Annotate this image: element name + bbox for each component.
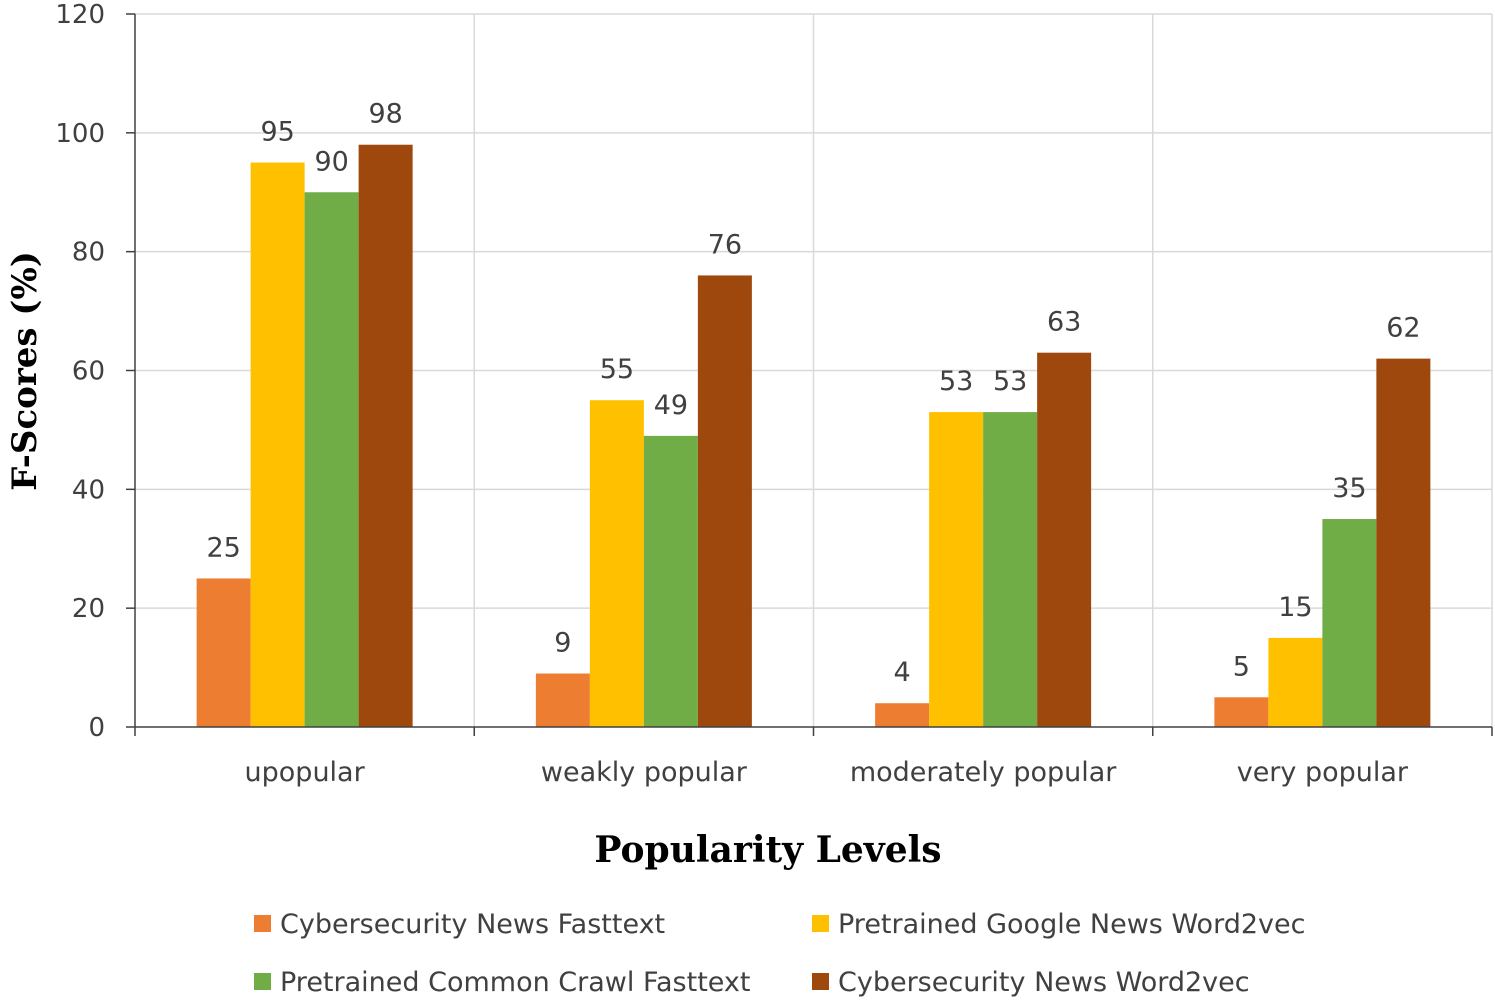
y-tick-label: 80 (72, 238, 105, 268)
data-label: 25 (206, 532, 240, 563)
legend-item: Cybersecurity News Fasttext (254, 909, 665, 940)
data-label: 63 (1047, 307, 1081, 338)
bar (358, 144, 413, 727)
legend-item: Pretrained Common Crawl Fasttext (254, 967, 751, 998)
axes (126, 13, 1493, 736)
bars (196, 144, 1431, 727)
bar (1322, 519, 1377, 727)
x-category-label: upopular (245, 757, 366, 788)
legend-label: Pretrained Common Crawl Fasttext (280, 967, 751, 998)
data-label: 62 (1386, 313, 1420, 344)
data-labels: 25 95 90 98 9 55 49 76 4 53 53 63 5 15 35 62 (206, 99, 1420, 689)
x-axis-title: Popularity Levels (594, 829, 941, 871)
bar (875, 703, 930, 727)
bar (1268, 637, 1323, 727)
y-tick-label: 0 (88, 713, 105, 743)
x-category-label: moderately popular (850, 757, 1117, 788)
bar (983, 412, 1038, 727)
legend-label: Pretrained Google News Word2vec (838, 909, 1305, 940)
y-tick-label: 20 (72, 594, 105, 624)
x-category-label: weakly popular (541, 757, 748, 788)
data-label: 90 (314, 146, 348, 177)
data-label: 15 (1278, 592, 1312, 623)
data-label: 53 (939, 366, 973, 397)
bar (535, 673, 590, 727)
bar (643, 435, 698, 727)
legend-item: Cybersecurity News Word2vec (812, 967, 1250, 998)
x-category-labels: upopular weakly popular moderately popular… (245, 757, 1409, 788)
bar (304, 192, 359, 727)
bar (929, 412, 984, 727)
legend-label: Cybersecurity News Word2vec (838, 967, 1250, 998)
data-label: 98 (368, 99, 402, 130)
legend: Cybersecurity News Fasttext Pretrained Go… (254, 909, 1305, 998)
legend-swatch (812, 973, 829, 990)
bar (1376, 358, 1431, 727)
data-label: 9 (554, 628, 571, 659)
data-label: 35 (1332, 473, 1366, 504)
data-label: 76 (708, 229, 742, 260)
bar (196, 578, 251, 727)
data-label: 55 (600, 354, 634, 385)
y-tick-labels: 0 20 40 60 80 100 120 (55, 0, 105, 743)
legend-swatch (812, 915, 829, 932)
legend-label: Cybersecurity News Fasttext (280, 909, 665, 940)
legend-swatch (254, 915, 271, 932)
data-label: 95 (260, 117, 294, 148)
bar (1214, 697, 1269, 727)
y-tick-label: 40 (72, 475, 105, 505)
y-tick-label: 60 (72, 357, 105, 387)
legend-item: Pretrained Google News Word2vec (812, 909, 1305, 940)
y-tick-label: 100 (55, 119, 105, 149)
legend-swatch (254, 973, 271, 990)
bar (697, 275, 752, 727)
bar (589, 400, 644, 727)
bar (1037, 352, 1092, 727)
y-axis-title: F-Scores (%) (5, 251, 45, 491)
y-tick-label: 120 (55, 0, 105, 30)
data-label: 4 (894, 657, 911, 688)
data-label: 49 (654, 390, 688, 421)
data-label: 53 (993, 366, 1027, 397)
bar (250, 162, 305, 727)
data-label: 5 (1233, 651, 1250, 682)
x-category-label: very popular (1237, 757, 1409, 788)
